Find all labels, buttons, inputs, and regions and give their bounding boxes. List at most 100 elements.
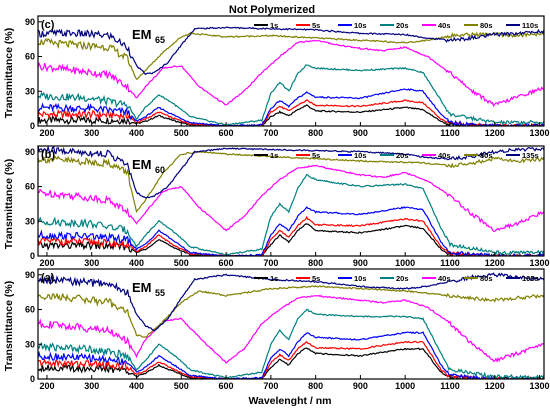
- series-line-10s: [38, 206, 544, 256]
- plot-frame: [37, 145, 545, 257]
- plot-frame: [37, 268, 545, 380]
- x-tick-label: 1100: [440, 128, 460, 138]
- x-tick-label: 900: [353, 381, 368, 391]
- y-tick-label: 0: [30, 251, 35, 261]
- x-tick-label: 600: [219, 128, 234, 138]
- legend-label-80s: 80s: [480, 274, 493, 283]
- y-tick-label: 0: [30, 121, 35, 131]
- sample-name: EM: [132, 27, 152, 42]
- legend-label-110s: 110s: [522, 21, 538, 30]
- legend-label-1s: 1s: [270, 274, 278, 283]
- legend-label-40s: 40s: [438, 21, 451, 30]
- y-tick-label: 60: [25, 182, 35, 192]
- series-line-40s: [38, 294, 544, 364]
- series-line-40s: [38, 164, 544, 232]
- x-tick-label: 1200: [485, 381, 505, 391]
- sample-subscript: 55: [155, 288, 165, 298]
- x-tick-label: 300: [84, 381, 99, 391]
- x-tick-label: 800: [308, 128, 323, 138]
- x-tick-label: 500: [174, 128, 189, 138]
- x-tick-label: 1300: [530, 128, 550, 138]
- panel-label: (a): [41, 272, 55, 284]
- legend-label-80s: 80s: [480, 21, 493, 30]
- plot-frame: [37, 15, 545, 127]
- sample-name: EM: [132, 280, 152, 295]
- x-tick-label: 300: [84, 128, 99, 138]
- legend-label-20s: 20s: [396, 21, 409, 30]
- x-tick-label: 400: [129, 128, 144, 138]
- series-line-20s: [38, 308, 544, 379]
- x-tick-label: 1000: [395, 128, 415, 138]
- legend-label-40s: 40s: [438, 274, 451, 283]
- x-tick-label: 200: [39, 258, 54, 268]
- x-tick-label: 200: [39, 381, 54, 391]
- legend-label-5s: 5s: [312, 151, 320, 160]
- y-axis-label-middle: Transmittance (%): [3, 159, 15, 249]
- x-tick-label: 900: [353, 258, 368, 268]
- y-axis-label-top: Transmittance (%): [3, 28, 15, 118]
- x-tick-label: 300: [84, 258, 99, 268]
- x-tick-label: 1000: [395, 381, 415, 391]
- series-line-105s: [38, 272, 544, 332]
- panel-1: 200 300 400 500 600 700 800 900 1000 1100 1200 1300…: [25, 145, 550, 268]
- legend-label-1s: 1s: [270, 21, 278, 30]
- legend-label-10s: 10s: [354, 274, 367, 283]
- x-tick-label: 1200: [485, 128, 505, 138]
- y-tick-label: 30: [25, 216, 35, 226]
- series-line-80s: [38, 285, 544, 338]
- y-tick-label: 90: [25, 17, 35, 27]
- y-tick-label: 90: [25, 270, 35, 280]
- y-tick-label: 30: [25, 339, 35, 349]
- series-line-20s: [38, 64, 544, 126]
- series-line-5s: [38, 340, 544, 379]
- y-tick-label: 90: [25, 147, 35, 157]
- panel-0: 200 300 400 500 600 700 800 900 1000 1100 1200 1300…: [25, 15, 550, 138]
- series-line-10s: [38, 331, 544, 379]
- x-tick-label: 800: [308, 381, 323, 391]
- series-line-80s: [38, 150, 544, 214]
- x-tick-label: 400: [129, 258, 144, 268]
- sample-subscript: 65: [155, 35, 165, 45]
- legend-label-20s: 20s: [396, 151, 409, 160]
- legend-label-5s: 5s: [312, 274, 320, 283]
- series-group: [38, 272, 544, 379]
- series-line-20s: [38, 173, 544, 256]
- x-axis-label: Wavelenght / nm: [248, 395, 331, 407]
- x-tick-label: 1300: [530, 258, 550, 268]
- x-tick-label: 1200: [485, 258, 505, 268]
- x-tick-label: 400: [129, 381, 144, 391]
- x-tick-label: 1100: [440, 381, 460, 391]
- panel-label: (b): [41, 149, 55, 161]
- panel-label: (c): [41, 19, 55, 31]
- legend-label-80s: 80s: [480, 151, 493, 160]
- series-line-10s: [38, 88, 544, 126]
- y-tick-label: 60: [25, 305, 35, 315]
- legend-label-20s: 20s: [396, 274, 409, 283]
- legend-label-1s: 1s: [270, 151, 278, 160]
- x-tick-label: 700: [263, 381, 278, 391]
- legend-label-5s: 5s: [312, 21, 320, 30]
- series-line-135s: [38, 146, 544, 199]
- y-axis-label-bottom: Transmittance (%): [3, 281, 15, 371]
- series-line-40s: [38, 39, 544, 108]
- x-tick-label: 200: [39, 128, 54, 138]
- x-tick-label: 800: [308, 258, 323, 268]
- x-tick-label: 1300: [530, 381, 550, 391]
- figure-title: Not Polymerized: [229, 4, 315, 16]
- sample-subscript: 60: [155, 165, 165, 175]
- x-tick-label: 700: [263, 128, 278, 138]
- y-tick-label: 0: [30, 374, 35, 384]
- legend-label-105s: 105s: [522, 274, 539, 283]
- x-tick-label: 700: [263, 258, 278, 268]
- series-line-110s: [38, 26, 544, 76]
- x-tick-label: 500: [174, 258, 189, 268]
- legend-label-40s: 40s: [438, 151, 451, 160]
- series-group: [38, 26, 544, 126]
- y-tick-label: 60: [25, 52, 35, 62]
- panel-2: 200 300 400 500 600 700 800 900 1000 1100 1200 1300…: [25, 268, 550, 391]
- x-tick-label: 900: [353, 128, 368, 138]
- legend-label-10s: 10s: [354, 151, 367, 160]
- x-tick-label: 1100: [440, 258, 460, 268]
- y-tick-label: 30: [25, 86, 35, 96]
